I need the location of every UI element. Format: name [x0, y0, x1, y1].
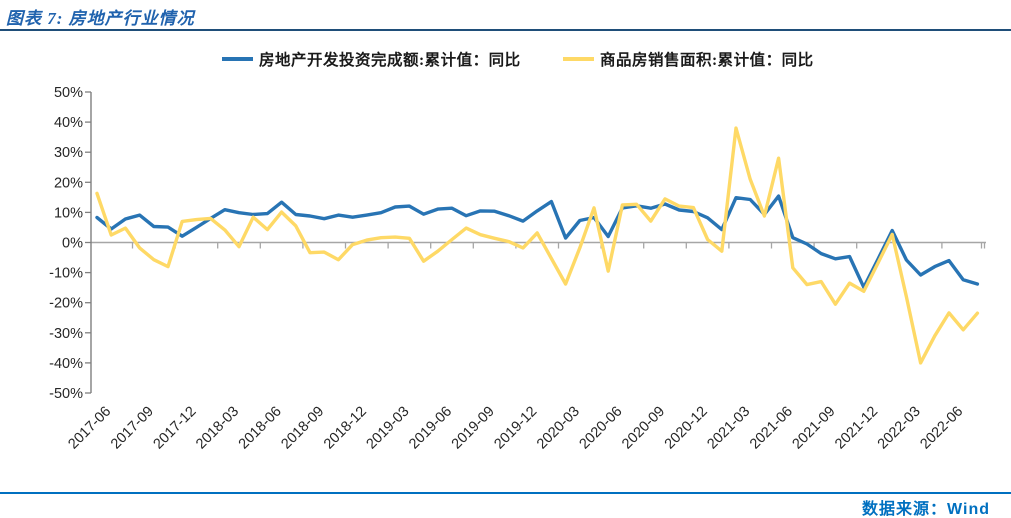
y-axis-tick-label: 30%	[54, 145, 83, 161]
y-axis-tick-label: -20%	[49, 296, 83, 312]
x-axis-label: 2019-03	[364, 404, 413, 453]
y-axis-tick-label: 40%	[54, 115, 83, 131]
y-axis-tick-label: -30%	[49, 326, 83, 342]
x-axis-label: 2018-03	[193, 404, 242, 453]
x-axis-label: 2021-06	[747, 404, 796, 453]
y-axis-tick-label: -50%	[49, 386, 83, 402]
y-axis-tick-label: -40%	[49, 356, 83, 372]
footer-divider-rule	[0, 492, 1011, 494]
x-axis-label: 2019-12	[491, 404, 540, 453]
x-axis-label: 2017-12	[151, 404, 200, 453]
x-axis-label: 2018-09	[278, 404, 327, 453]
x-axis-label: 2021-12	[832, 404, 881, 453]
x-axis-label: 2020-12	[662, 404, 711, 453]
x-axis-label: 2018-12	[321, 404, 370, 453]
x-axis-label: 2018-06	[236, 404, 285, 453]
line-chart: 50% 40% 30% 20% 10% 0% -10% -20% -30% -40% -50% 201…	[49, 85, 986, 453]
series-line-sales	[95, 126, 980, 365]
legend-swatch-investment	[222, 57, 253, 61]
y-axis-tick-label: 10%	[54, 205, 83, 221]
y-axis-tick-label: 20%	[54, 175, 83, 191]
legend-label-investment: 房地产开发投资完成额:累计值：同比	[259, 52, 521, 69]
legend-item-investment: 房地产开发投资完成额:累计值：同比	[222, 46, 521, 72]
y-axis-tick-label: 50%	[54, 85, 83, 101]
x-axis-label: 2020-09	[619, 404, 668, 453]
x-axis-label: 2017-06	[65, 404, 114, 453]
x-axis-label: 2022-06	[917, 404, 966, 453]
x-axis-label: 2020-06	[577, 404, 626, 453]
y-axis-tick-label: 0%	[62, 236, 83, 252]
legend-label-sales: 商品房销售面积:累计值：同比	[600, 52, 814, 69]
series-line-investment	[95, 194, 980, 289]
title-divider-rule	[0, 29, 1011, 31]
x-axis-label: 2022-03	[875, 404, 924, 453]
y-axis-tick-label: -10%	[49, 266, 83, 282]
x-axis-label: 2017-09	[108, 404, 157, 453]
chart-legend: 房地产开发投资完成额:累计值：同比 商品房销售面积:累计值：同比	[0, 46, 1011, 72]
legend-swatch-sales	[563, 57, 594, 61]
x-axis-label: 2019-09	[449, 404, 498, 453]
figure-title: 图表 7: 房地产行业情况	[6, 9, 195, 28]
legend-item-sales: 商品房销售面积:累计值：同比	[563, 46, 814, 72]
x-axis-label: 2020-03	[534, 404, 583, 453]
x-axis-label: 2021-09	[790, 404, 839, 453]
x-axis-label: 2019-06	[406, 404, 455, 453]
x-axis-label: 2021-03	[704, 404, 753, 453]
data-source-label: 数据来源：Wind	[862, 501, 990, 518]
